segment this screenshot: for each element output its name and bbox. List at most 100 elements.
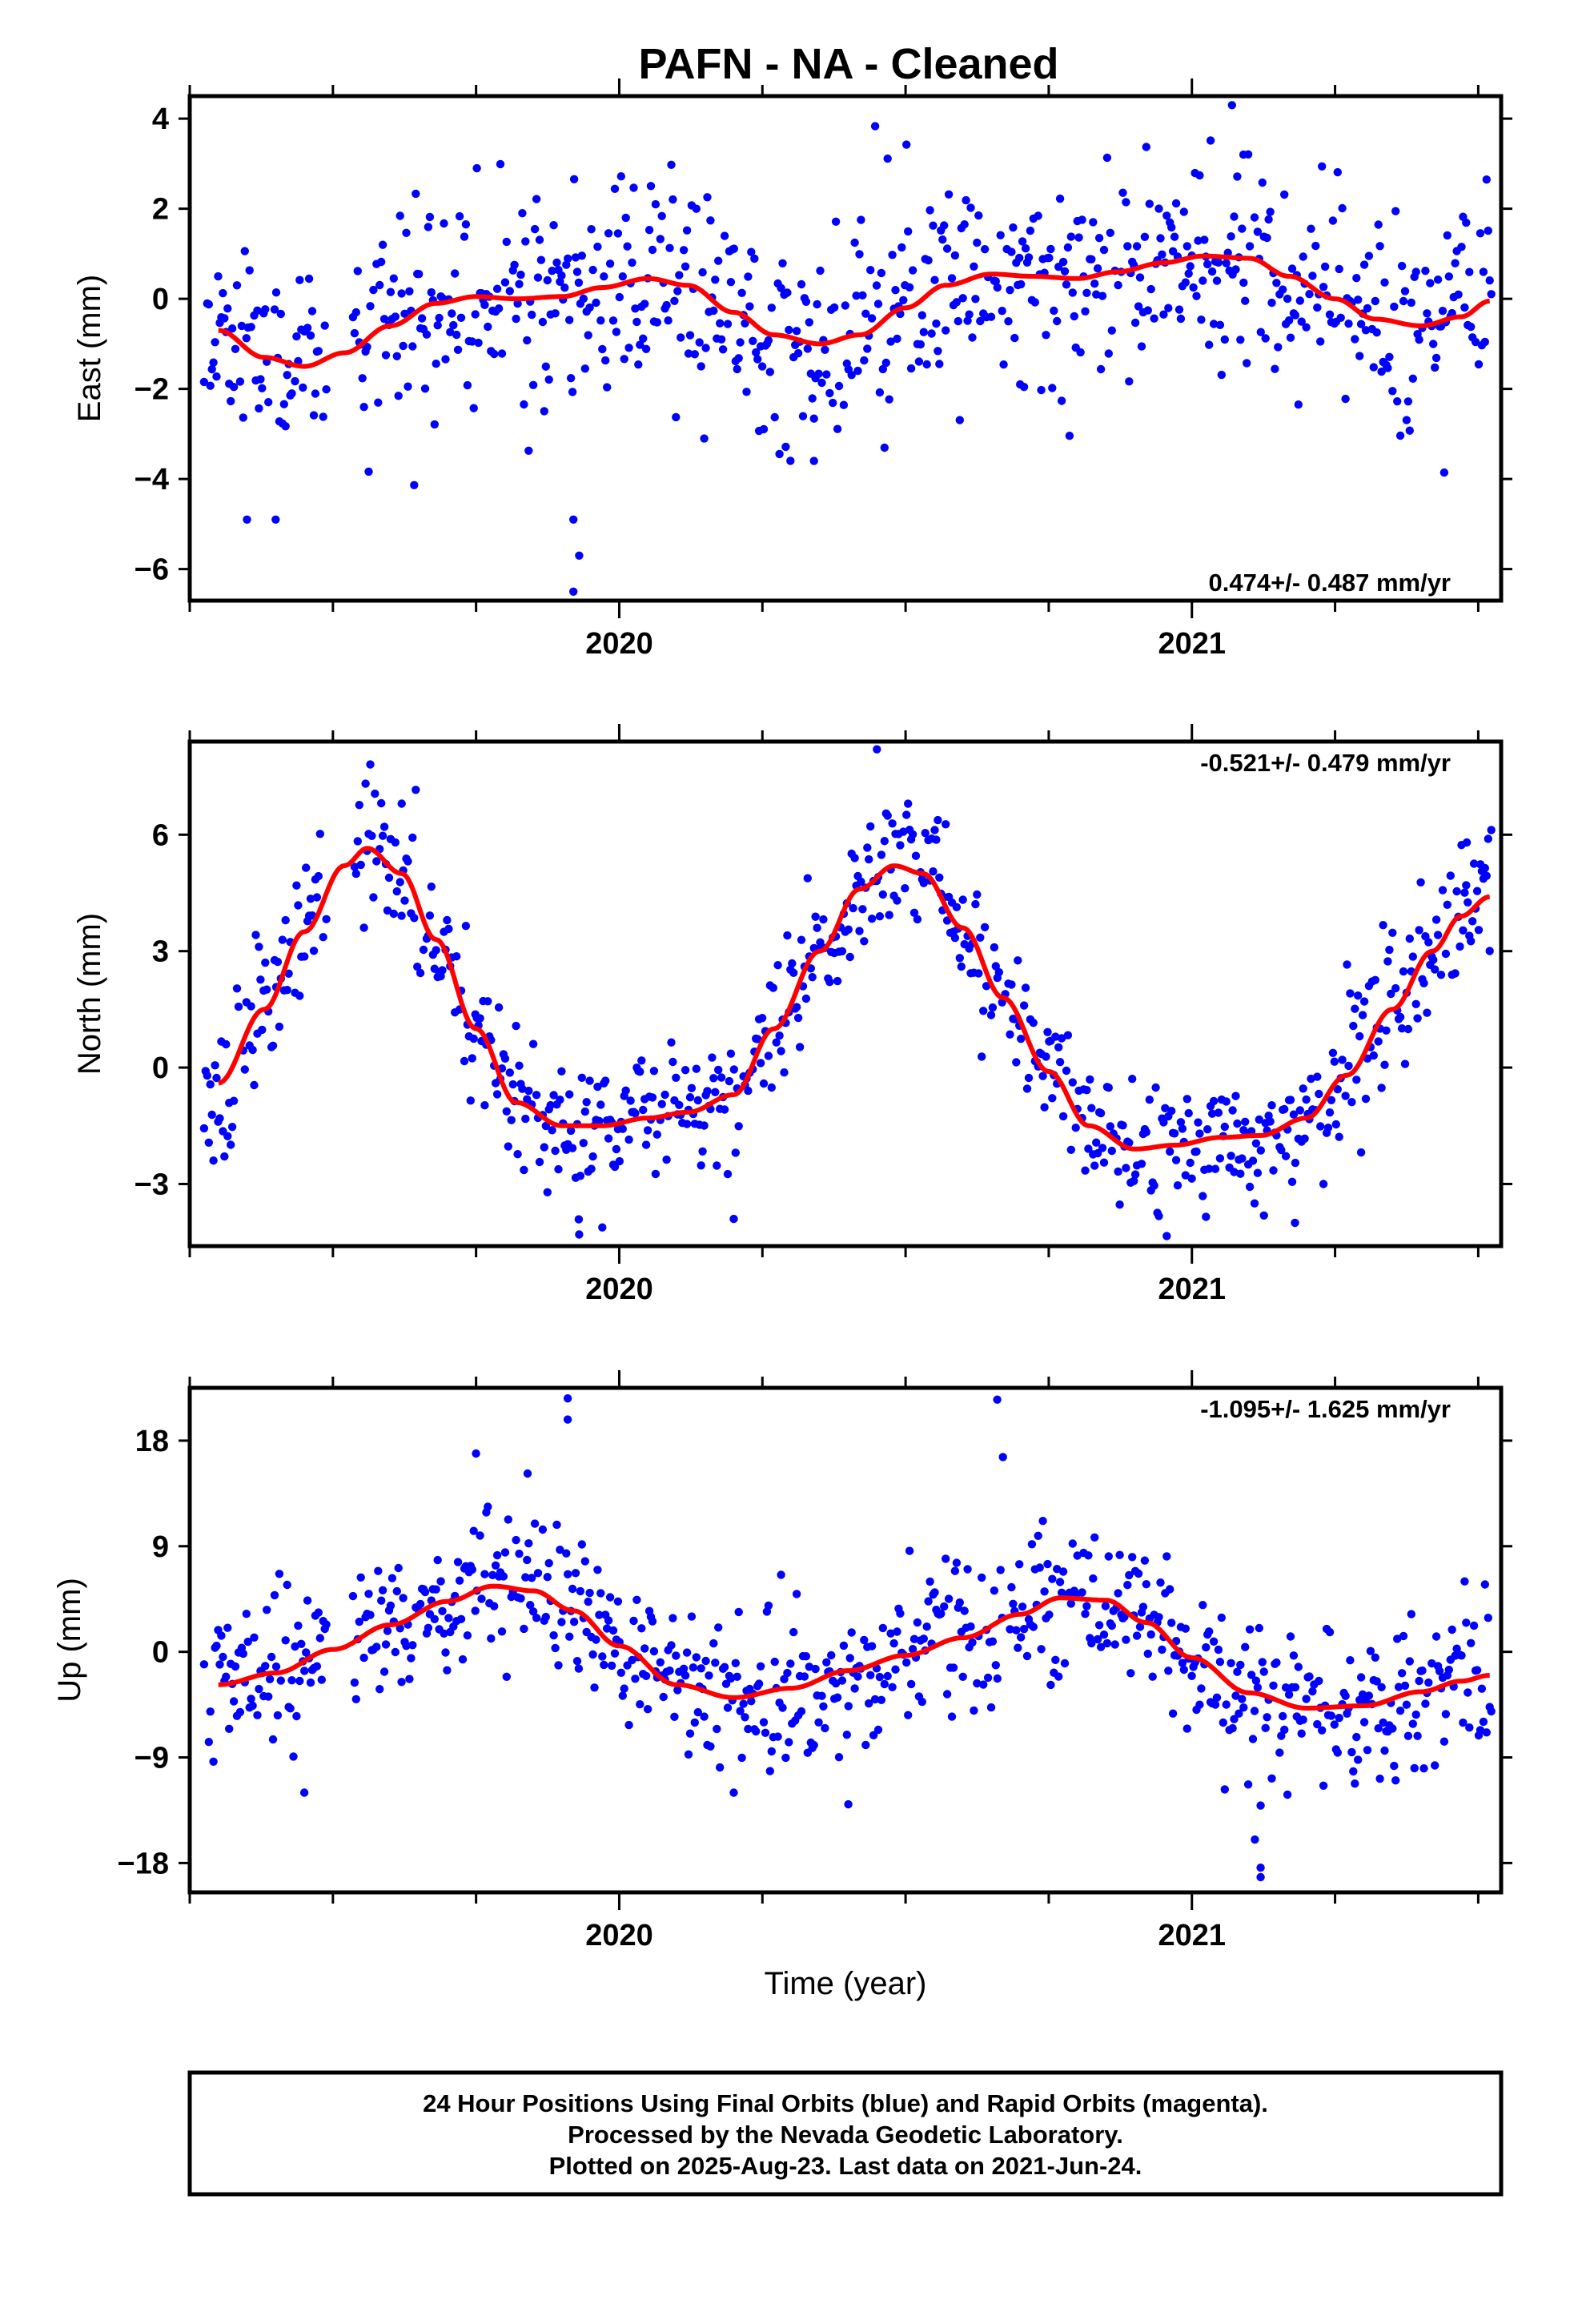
east-data-point	[276, 309, 285, 319]
north-data-point	[484, 997, 492, 1006]
up-data-point	[315, 1634, 324, 1642]
north-data-point	[1099, 1158, 1109, 1167]
up-data-point	[767, 1747, 776, 1756]
north-data-point	[1269, 1166, 1278, 1175]
up-data-point	[1477, 1684, 1487, 1693]
up-data-point	[968, 1638, 977, 1647]
up-data-point	[1029, 1622, 1038, 1631]
east-data-point	[741, 319, 749, 328]
north-data-point	[709, 1074, 718, 1083]
up-data-point	[720, 1663, 729, 1671]
north-data-point	[322, 915, 331, 924]
up-data-point	[432, 1585, 440, 1594]
east-data-point	[524, 446, 533, 455]
east-data-point	[829, 398, 837, 408]
up-data-point	[610, 1649, 620, 1658]
up-data-point	[598, 1652, 607, 1661]
east-data-point	[954, 316, 963, 326]
up-data-point	[1371, 1653, 1380, 1662]
east-data-point	[1092, 290, 1101, 299]
east-data-point	[369, 285, 378, 295]
up-data-point	[827, 1651, 836, 1660]
north-data-point	[250, 1080, 259, 1090]
up-data-point	[306, 1678, 315, 1687]
up-data-point	[378, 1586, 387, 1595]
up-data-point	[665, 1666, 674, 1675]
up-data-point	[1168, 1709, 1178, 1718]
north-data-point	[1214, 1108, 1223, 1117]
north-data-point	[412, 786, 420, 794]
east-data-point	[1053, 316, 1062, 326]
east-data-point	[412, 189, 420, 199]
north-data-point	[255, 943, 263, 951]
east-data-point	[510, 260, 519, 269]
east-data-point	[662, 300, 671, 310]
north-data-point	[667, 1038, 676, 1047]
north-data-point	[1181, 1171, 1191, 1180]
east-data-point	[1021, 244, 1030, 253]
east-data-point	[569, 587, 578, 596]
up-data-point	[909, 1634, 919, 1643]
north-data-point	[1277, 1145, 1286, 1155]
north-data-point	[661, 1090, 669, 1100]
east-data-point	[742, 388, 751, 396]
north-data-point	[1355, 1031, 1364, 1041]
north-data-point	[652, 1130, 661, 1139]
north-data-point	[1068, 1078, 1078, 1087]
up-data-point	[1313, 1719, 1322, 1729]
north-data-point	[1391, 983, 1400, 993]
up-data-point	[557, 1618, 566, 1626]
up-data-point	[986, 1703, 996, 1712]
up-data-point	[1289, 1651, 1299, 1660]
up-data-point	[512, 1535, 520, 1545]
east-data-point	[670, 296, 679, 305]
up-data-point	[424, 1623, 433, 1633]
up-data-point	[1283, 1790, 1292, 1799]
north-data-point	[1107, 1146, 1117, 1156]
north-data-point	[767, 1083, 776, 1092]
north-data-point	[1405, 934, 1415, 943]
north-data-point	[284, 969, 293, 979]
north-data-point	[566, 1126, 576, 1136]
north-data-point	[1063, 1031, 1073, 1039]
up-data-point	[822, 1658, 831, 1667]
east-data-point	[199, 377, 209, 387]
east-data-point	[960, 220, 969, 229]
north-data-point	[1413, 1014, 1422, 1023]
east-data-point	[469, 404, 478, 412]
east-data-point	[560, 283, 569, 292]
up-data-point	[637, 1624, 646, 1633]
east-data-point	[381, 351, 391, 360]
up-data-point	[1027, 1540, 1037, 1549]
north-data-point	[568, 1144, 577, 1152]
up-data-point	[468, 1565, 476, 1574]
north-data-point	[1467, 937, 1476, 946]
north-data-point	[1043, 1027, 1052, 1037]
east-data-point	[515, 279, 524, 288]
east-data-point	[1060, 267, 1070, 275]
up-data-point	[701, 1656, 710, 1666]
east-data-point	[562, 260, 571, 269]
north-data-point	[813, 923, 821, 932]
up-data-point	[821, 1723, 829, 1733]
up-data-point	[1281, 1683, 1291, 1692]
east-data-point	[872, 281, 881, 290]
east-data-point	[405, 287, 414, 296]
north-data-point	[1211, 1164, 1220, 1173]
north-data-point	[1399, 967, 1408, 976]
north-data-point	[460, 1056, 469, 1066]
up-data-point	[386, 1601, 396, 1610]
north-data-point	[203, 1071, 211, 1080]
east-data-point	[628, 258, 636, 267]
east-data-point	[1316, 337, 1325, 346]
north-data-point	[397, 799, 406, 808]
up-data-point	[1247, 1671, 1256, 1679]
east-data-point	[1230, 212, 1239, 221]
north-data-point	[1307, 1074, 1315, 1084]
up-data-point	[273, 1711, 283, 1720]
up-data-point	[405, 1675, 414, 1683]
up-data-point	[526, 1601, 535, 1610]
north-data-point	[371, 789, 379, 798]
east-data-point	[962, 195, 970, 205]
east-data-point	[564, 254, 572, 263]
